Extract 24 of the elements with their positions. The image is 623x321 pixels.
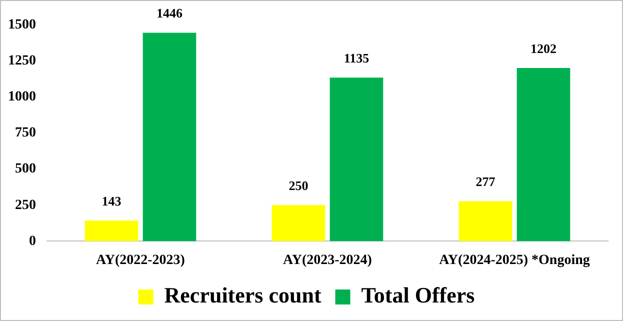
x-tick-label: AY(2022-2023)	[96, 253, 186, 268]
data-label: 250	[288, 178, 308, 194]
bar	[272, 205, 326, 242]
data-label: 1135	[344, 50, 370, 66]
y-tick-label: 1250	[8, 54, 36, 69]
legend-label: Recruiters count	[164, 282, 322, 308]
data-label: 1446	[156, 6, 183, 21]
bar	[516, 68, 570, 242]
y-tick-label: 1000	[8, 90, 36, 105]
y-tick-label: 0	[29, 234, 36, 249]
legend-label: Total Offers	[361, 282, 476, 308]
bar	[330, 78, 384, 242]
bar	[84, 220, 138, 242]
data-label: 143	[102, 193, 122, 208]
y-tick-label: 500	[15, 162, 36, 177]
data-label: 277	[476, 174, 496, 190]
bar	[458, 201, 512, 242]
y-tick-label: 750	[15, 126, 36, 141]
y-tick-label: 1500	[8, 18, 36, 33]
bar	[142, 32, 196, 242]
x-tick-label: AY(2024-2025) *Ongoing	[439, 253, 590, 268]
y-tick-label: 250	[15, 198, 36, 213]
data-label: 1202	[530, 40, 556, 56]
x-tick-label: AY(2023-2024)	[283, 253, 372, 268]
